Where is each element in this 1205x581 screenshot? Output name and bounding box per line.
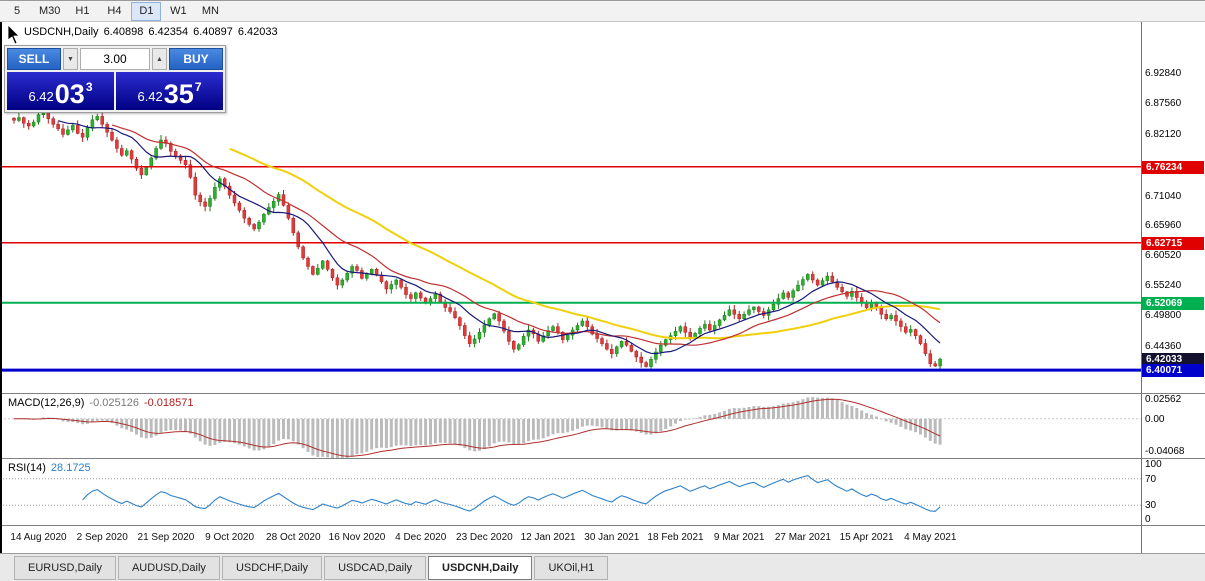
rsi-chart[interactable]: [0, 459, 1141, 525]
timeframe-button-m30[interactable]: M30: [39, 4, 61, 17]
timeframe-toolbar: 5 M30 H1 H4 D1 W1 MN: [0, 1, 1205, 22]
timeframe-button-5[interactable]: 5: [13, 4, 21, 17]
volume-decrease-button[interactable]: ▼: [63, 48, 78, 70]
price-level-badge: 6.52069: [1142, 296, 1204, 310]
price-axis-tick: 6.55240: [1145, 279, 1182, 291]
volume-increase-button[interactable]: ▲: [152, 48, 167, 70]
macd-chart[interactable]: [0, 394, 1141, 458]
date-axis-label: 27 Mar 2021: [774, 532, 831, 543]
price-axis-tick: 6.87560: [1145, 98, 1182, 110]
rsi-indicator-title: RSI(14) 28.1725: [8, 462, 96, 474]
price-axis-tick: 6.44360: [1145, 341, 1182, 352]
date-axis-label: 28 Oct 2020: [266, 532, 321, 543]
rsi-axis-tick: 70: [1145, 473, 1157, 485]
open-value: 6.40898: [103, 26, 144, 38]
buy-button[interactable]: BUY: [169, 48, 223, 70]
macd-indicator-title: MACD(12,26,9) -0.025126 -0.018571: [8, 397, 199, 409]
macd-axis-tick: 0.00: [1145, 413, 1165, 425]
tab-usdchf-daily[interactable]: USDCHF,Daily: [221, 555, 323, 580]
macd-axis-tick: 0.02562: [1145, 394, 1182, 405]
price-level-badge: 6.40071: [1142, 364, 1204, 378]
date-axis[interactable]: 14 Aug 2020 2 Sep 2020 21 Sep 2020 9 Oct 20…: [0, 526, 1141, 553]
date-axis-label: 16 Nov 2020: [328, 532, 386, 543]
chart-ohlc-title: USDCNH,Daily 6.40898 6.42354 6.40897 6.42033: [24, 26, 283, 38]
buy-price-point: 7: [194, 80, 202, 94]
rsi-label: RSI(14): [8, 462, 46, 474]
rsi-axis-tick: 100: [1145, 459, 1162, 470]
rsi-axis-tick: 30: [1145, 500, 1157, 512]
date-axis-label: 2 Sep 2020: [76, 532, 128, 543]
price-level-badge: 6.42033: [1142, 353, 1204, 367]
price-level-badge: 6.76234: [1142, 160, 1204, 174]
timeframe-button-d1[interactable]: D1: [131, 1, 162, 21]
date-axis-label: 12 Jan 2021: [520, 532, 576, 543]
macd-value: -0.025126: [89, 397, 139, 409]
date-axis-label: 4 Dec 2020: [395, 532, 447, 543]
date-axis-label: 9 Oct 2020: [205, 532, 255, 543]
panel-separator[interactable]: [0, 393, 1205, 394]
date-axis-label: 23 Dec 2020: [456, 532, 513, 543]
date-axis-label: 4 May 2021: [904, 532, 957, 543]
sell-price-display[interactable]: 6.42 03 3: [7, 72, 114, 110]
price-axis-tick: 6.71040: [1145, 191, 1182, 203]
timeframe-button-h1[interactable]: H1: [75, 4, 90, 17]
sell-price-base: 6.42: [28, 89, 54, 104]
date-axis-label: 18 Feb 2021: [647, 532, 704, 543]
chart-left-border: [0, 22, 2, 553]
chart-tab-bar: EURUSD,Daily AUDUSD,Daily USDCHF,Daily USDC…: [0, 553, 1205, 581]
buy-price-display[interactable]: 6.42 35 7: [116, 72, 223, 110]
buy-price-pips: 35: [163, 79, 194, 109]
date-axis-label: 15 Apr 2021: [839, 532, 894, 543]
buy-price-base: 6.42: [137, 89, 163, 104]
macd-axis-tick: -0.04068: [1145, 446, 1185, 457]
rsi-value: 28.1725: [50, 462, 91, 474]
macd-signal-value: -0.018571: [143, 397, 194, 409]
date-axis-label: 21 Sep 2020: [137, 532, 195, 543]
panel-separator[interactable]: [0, 458, 1205, 459]
close-value: 6.42033: [237, 26, 278, 38]
price-axis-tick: 6.65960: [1145, 219, 1182, 231]
panel-separator[interactable]: [0, 525, 1205, 526]
sell-price-pips: 03: [54, 79, 85, 109]
tab-usdcad-daily[interactable]: USDCAD,Daily: [324, 555, 427, 580]
symbol-period-label: USDCNH,Daily: [24, 26, 99, 38]
timeframe-button-h4[interactable]: H4: [107, 4, 122, 17]
price-axis-tick: 6.49800: [1145, 310, 1182, 322]
sell-price-point: 3: [85, 80, 93, 94]
tab-audusd-daily[interactable]: AUDUSD,Daily: [117, 555, 220, 580]
price-axis-tick: 6.92840: [1145, 68, 1182, 80]
sell-button[interactable]: SELL: [7, 48, 61, 70]
timeframe-button-w1[interactable]: W1: [170, 4, 187, 17]
high-value: 6.42354: [148, 26, 189, 38]
price-axis[interactable]: 6.92840 6.87560 6.82120 6.71040 6.65960 6.605…: [1141, 22, 1205, 553]
price-level-badge: 6.62715: [1142, 236, 1204, 250]
macd-label: MACD(12,26,9): [8, 397, 85, 409]
low-value: 6.40897: [193, 26, 233, 38]
volume-input[interactable]: [80, 48, 150, 70]
mouse-cursor-icon: [7, 25, 20, 45]
timeframe-button-mn[interactable]: MN: [201, 4, 219, 17]
tab-ukoil-h1[interactable]: UKOil,H1: [534, 555, 609, 580]
price-axis-tick: 6.82120: [1145, 128, 1182, 140]
date-axis-label: 9 Mar 2021: [713, 532, 765, 543]
tab-eurusd-daily[interactable]: EURUSD,Daily: [14, 555, 116, 580]
price-axis-tick: 6.60520: [1145, 250, 1182, 262]
rsi-axis-tick: 0: [1145, 514, 1151, 525]
date-axis-label: 14 Aug 2020: [10, 532, 67, 543]
date-axis-label: 30 Jan 2021: [584, 532, 640, 543]
tab-usdcnh-daily[interactable]: USDCNH,Daily: [428, 555, 533, 580]
